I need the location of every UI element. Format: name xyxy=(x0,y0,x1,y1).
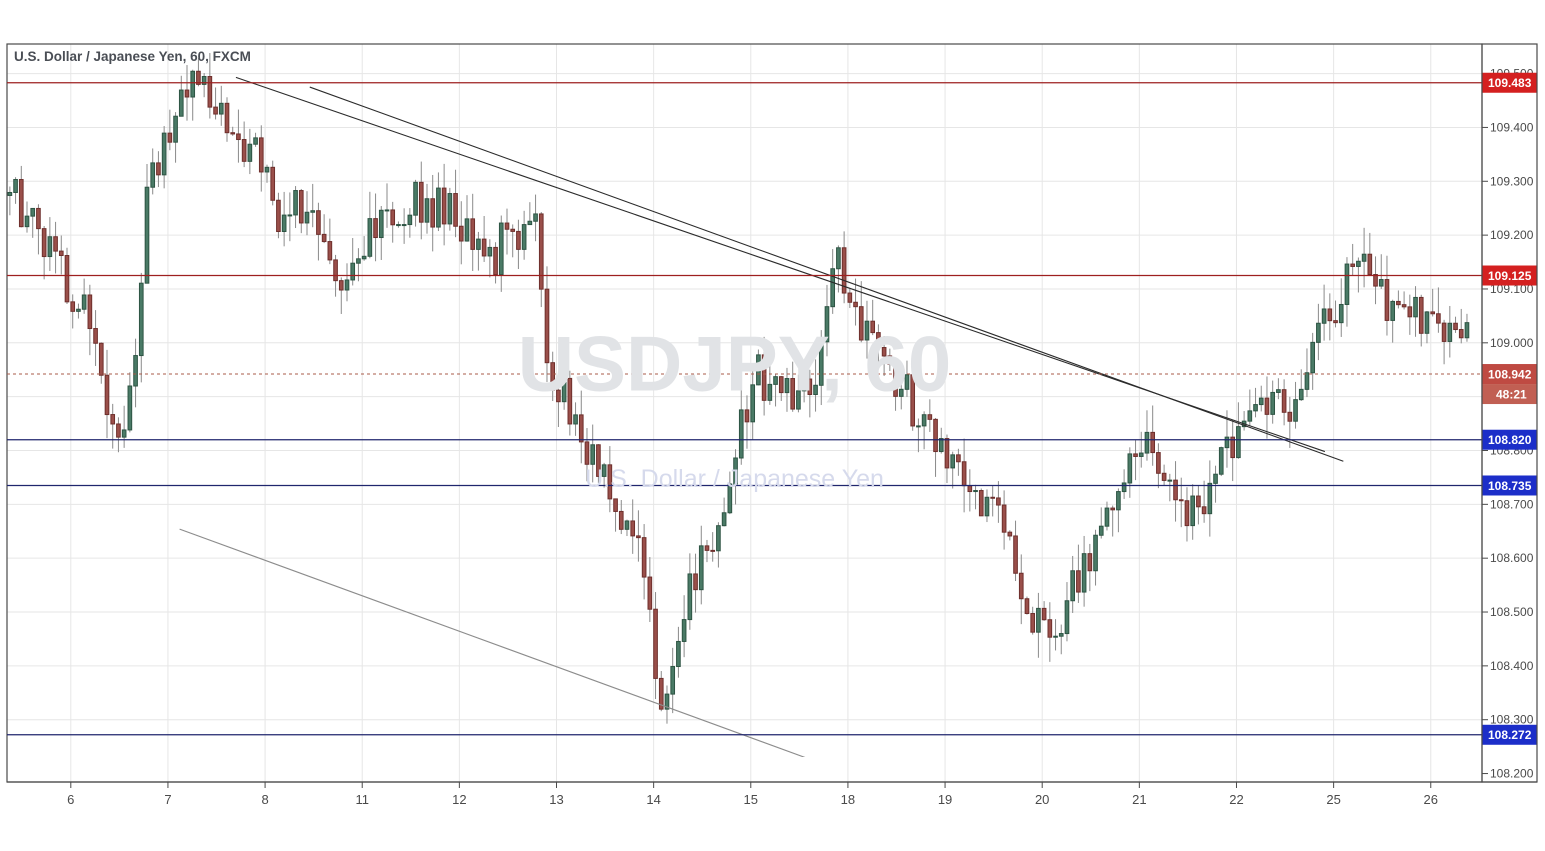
svg-text:U.S. Dollar / Japanese Yen: U.S. Dollar / Japanese Yen xyxy=(585,465,884,493)
svg-text:11: 11 xyxy=(355,792,369,807)
svg-text:109.200: 109.200 xyxy=(1490,228,1534,242)
svg-text:19: 19 xyxy=(938,792,952,807)
svg-text:14: 14 xyxy=(646,792,660,807)
svg-text:108.300: 108.300 xyxy=(1490,713,1534,727)
svg-text:109.400: 109.400 xyxy=(1490,120,1534,134)
svg-text:109.000: 109.000 xyxy=(1490,336,1534,350)
svg-text:109.300: 109.300 xyxy=(1490,174,1534,188)
svg-text:15: 15 xyxy=(744,792,758,807)
svg-text:108.820: 108.820 xyxy=(1488,433,1532,447)
svg-text:108.272: 108.272 xyxy=(1488,728,1532,742)
svg-text:12: 12 xyxy=(452,792,466,807)
svg-text:7: 7 xyxy=(164,792,171,807)
svg-text:U.S. Dollar / Japanese Yen, 60: U.S. Dollar / Japanese Yen, 60, FXCM xyxy=(14,49,251,64)
svg-text:48:21: 48:21 xyxy=(1496,387,1527,401)
svg-text:108.500: 108.500 xyxy=(1490,605,1534,619)
svg-text:20: 20 xyxy=(1035,792,1049,807)
svg-text:108.735: 108.735 xyxy=(1488,479,1532,493)
svg-text:26: 26 xyxy=(1424,792,1438,807)
svg-text:8: 8 xyxy=(261,792,268,807)
svg-text:21: 21 xyxy=(1132,792,1146,807)
svg-text:108.200: 108.200 xyxy=(1490,767,1534,781)
svg-text:108.400: 108.400 xyxy=(1490,659,1534,673)
svg-text:USDJPY, 60: USDJPY, 60 xyxy=(518,320,952,408)
svg-text:13: 13 xyxy=(549,792,563,807)
svg-text:6: 6 xyxy=(67,792,74,807)
svg-text:25: 25 xyxy=(1326,792,1340,807)
svg-text:22: 22 xyxy=(1229,792,1243,807)
svg-text:109.125: 109.125 xyxy=(1488,269,1532,283)
svg-text:108.700: 108.700 xyxy=(1490,497,1534,511)
svg-text:108.600: 108.600 xyxy=(1490,551,1534,565)
svg-text:109.483: 109.483 xyxy=(1488,76,1532,90)
svg-text:108.942: 108.942 xyxy=(1488,367,1532,381)
svg-text:18: 18 xyxy=(841,792,855,807)
